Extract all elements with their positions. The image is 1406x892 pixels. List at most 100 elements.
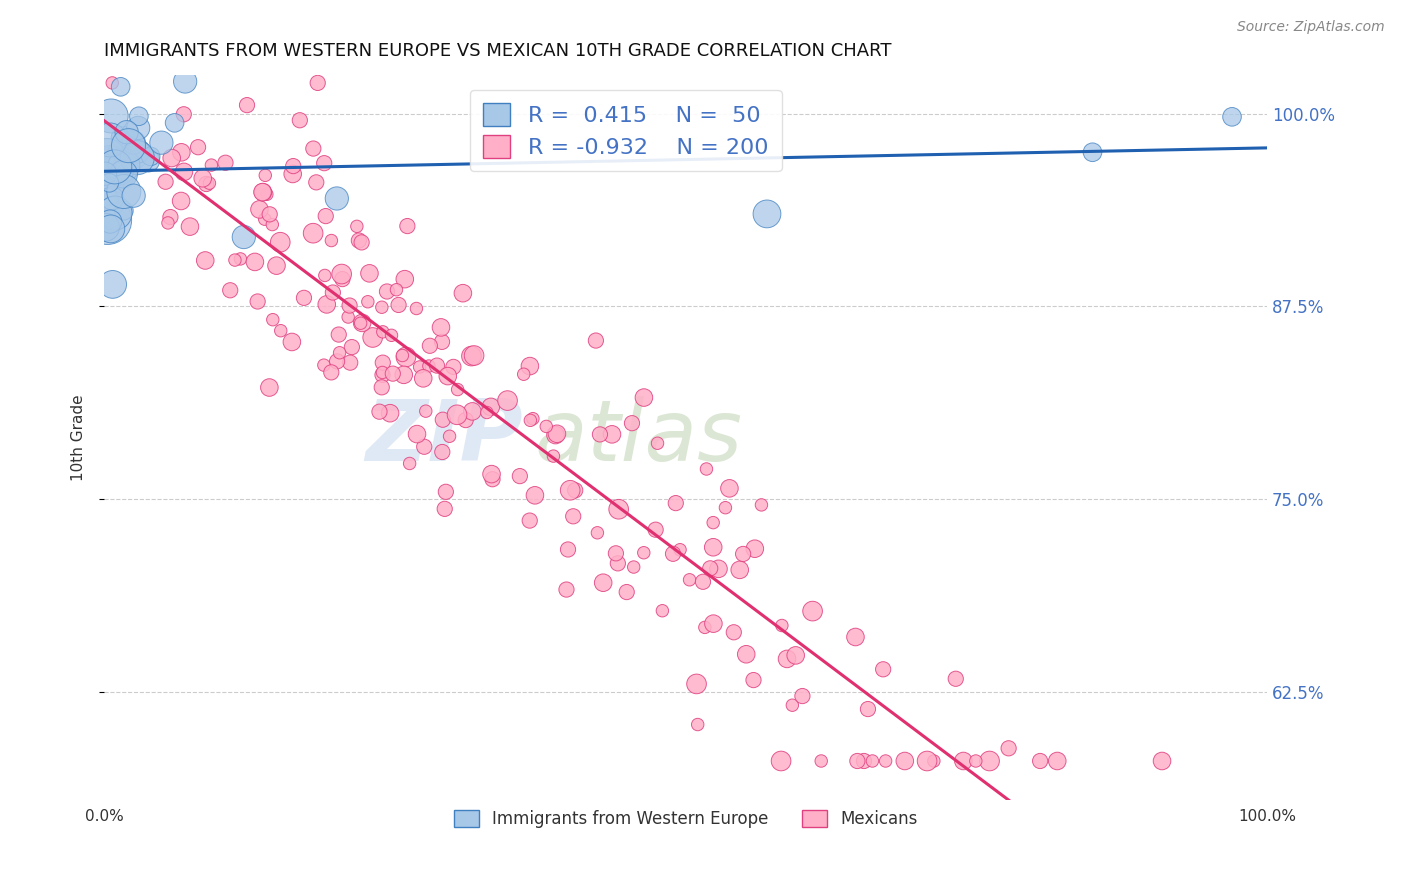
Point — [396, 219, 419, 233]
Point — [371, 325, 394, 339]
Text: atlas: atlas — [534, 396, 742, 479]
Point — [361, 330, 384, 344]
Point — [481, 472, 503, 486]
Point — [810, 754, 832, 768]
Point — [339, 299, 361, 313]
Point — [375, 285, 398, 299]
Point — [702, 616, 724, 631]
Point — [337, 310, 360, 324]
Point — [170, 194, 193, 208]
Point — [128, 109, 150, 123]
Point — [475, 405, 498, 419]
Point — [678, 573, 700, 587]
Point — [915, 754, 938, 768]
Point — [108, 158, 131, 172]
Point — [156, 216, 179, 230]
Point — [312, 358, 335, 372]
Point — [198, 176, 221, 190]
Point — [229, 252, 252, 266]
Point — [785, 648, 807, 663]
Point — [170, 145, 193, 160]
Point — [406, 427, 429, 442]
Point — [371, 380, 394, 394]
Point — [463, 349, 485, 363]
Point — [179, 219, 201, 234]
Point — [371, 300, 394, 314]
Point — [94, 220, 117, 235]
Point — [259, 207, 281, 221]
Point — [111, 131, 134, 145]
Point — [219, 283, 242, 297]
Point — [512, 368, 534, 382]
Point — [647, 436, 669, 450]
Point — [1150, 754, 1173, 768]
Point — [103, 195, 125, 210]
Point — [481, 467, 503, 482]
Point — [733, 547, 755, 561]
Point — [606, 557, 628, 571]
Point — [415, 404, 437, 418]
Point — [543, 449, 565, 463]
Point — [693, 620, 716, 634]
Point — [302, 142, 325, 156]
Point — [253, 212, 276, 227]
Point — [562, 509, 585, 524]
Point — [150, 136, 173, 150]
Point — [742, 673, 765, 687]
Point — [952, 754, 974, 768]
Point — [1046, 754, 1069, 768]
Point — [434, 484, 457, 499]
Point — [391, 349, 413, 363]
Text: IMMIGRANTS FROM WESTERN EUROPE VS MEXICAN 10TH GRADE CORRELATION CHART: IMMIGRANTS FROM WESTERN EUROPE VS MEXICA… — [104, 42, 891, 60]
Point — [408, 359, 430, 374]
Point — [394, 272, 416, 286]
Point — [381, 367, 404, 381]
Point — [96, 193, 118, 207]
Point — [107, 167, 129, 181]
Point — [380, 328, 402, 343]
Point — [620, 416, 643, 430]
Point — [378, 406, 401, 420]
Point — [340, 340, 363, 354]
Point — [405, 301, 427, 316]
Point — [699, 561, 721, 575]
Point — [633, 391, 655, 405]
Point — [519, 514, 541, 528]
Point — [127, 151, 149, 165]
Point — [96, 148, 118, 162]
Point — [321, 365, 343, 379]
Point — [589, 427, 612, 442]
Point — [347, 234, 370, 248]
Point — [735, 647, 758, 661]
Point — [315, 209, 337, 223]
Point — [292, 291, 315, 305]
Point — [523, 488, 546, 502]
Point — [191, 171, 214, 186]
Point — [246, 294, 269, 309]
Point — [875, 754, 897, 768]
Point — [387, 298, 409, 312]
Point — [744, 541, 766, 556]
Point — [125, 152, 148, 166]
Point — [519, 413, 541, 427]
Point — [332, 272, 354, 286]
Point — [433, 501, 456, 516]
Point — [262, 218, 284, 232]
Point — [346, 219, 368, 234]
Point — [592, 575, 614, 590]
Point — [756, 207, 779, 221]
Point — [1081, 145, 1104, 160]
Point — [266, 259, 288, 273]
Point — [945, 672, 967, 686]
Point — [623, 560, 645, 574]
Point — [173, 165, 195, 179]
Point — [979, 754, 1001, 768]
Point — [281, 167, 304, 181]
Point — [288, 113, 311, 128]
Point — [269, 235, 291, 250]
Point — [418, 359, 440, 373]
Point — [236, 98, 259, 112]
Point — [436, 369, 458, 384]
Point — [110, 166, 132, 180]
Point — [111, 158, 134, 172]
